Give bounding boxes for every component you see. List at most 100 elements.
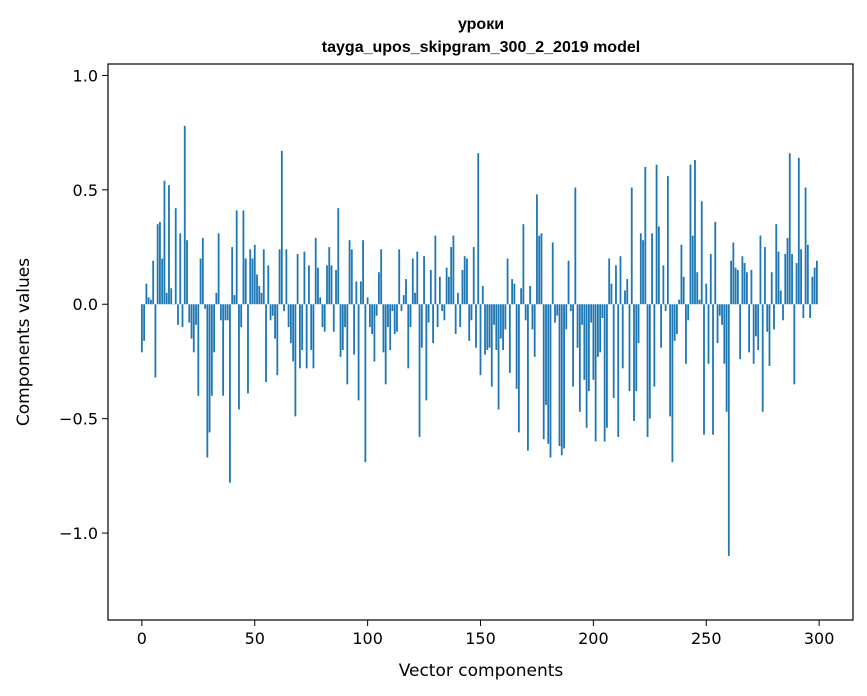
bar-105 [378, 272, 380, 305]
x-tick-label-300: 300 [804, 629, 835, 648]
bar-163 [508, 304, 511, 373]
bar-140 [457, 292, 459, 305]
bar-172 [529, 285, 532, 305]
bar-48 [249, 249, 252, 305]
bar-220 [637, 304, 640, 344]
bar-206 [606, 304, 608, 428]
bar-252 [709, 253, 712, 305]
bar-126 [425, 304, 428, 401]
bar-67 [292, 304, 295, 362]
bar-188 [565, 304, 568, 330]
bar-242 [687, 304, 690, 321]
bar-223 [644, 166, 647, 305]
bar-47 [247, 304, 249, 394]
bar-215 [626, 279, 629, 305]
bar-228 [655, 164, 658, 305]
bar-282 [777, 251, 780, 305]
bar-99 [364, 304, 367, 463]
bar-235 [671, 304, 674, 463]
bar-164 [511, 279, 514, 305]
x-tick-label-50: 50 [245, 629, 265, 648]
bar-187 [563, 304, 565, 449]
bar-207 [608, 258, 611, 305]
bar-119 [409, 304, 412, 328]
bar-173 [531, 304, 534, 330]
bar-118 [407, 304, 410, 369]
bar-159 [499, 304, 502, 339]
bar-225 [648, 304, 651, 419]
bar-27 [201, 237, 204, 305]
bar-108 [384, 304, 387, 385]
bar-262 [732, 242, 735, 305]
bar-133 [441, 304, 444, 312]
bar-193 [576, 304, 579, 348]
bar-4 [149, 299, 152, 305]
bar-109 [387, 304, 389, 328]
bar-132 [438, 276, 441, 305]
bar-192 [574, 187, 577, 305]
bar-238 [678, 299, 681, 305]
bar-219 [635, 304, 638, 392]
bar-275 [761, 304, 764, 412]
bar-102 [371, 304, 374, 334]
bar-37 [224, 304, 227, 321]
bar-292 [800, 249, 802, 305]
bar-278 [768, 304, 771, 367]
bar-155 [490, 304, 493, 387]
bar-248 [700, 201, 703, 305]
y-axis-ticks: 1.0 0.5 0.0 −0.5 −1.0 [59, 66, 108, 543]
bar-34 [217, 233, 220, 305]
bar-297 [811, 276, 814, 305]
bar-103 [373, 304, 376, 362]
bar-11 [165, 292, 168, 305]
bar-202 [596, 304, 599, 357]
x-tick-label-200: 200 [578, 629, 609, 648]
bar-61 [278, 249, 281, 305]
bar-205 [603, 304, 606, 442]
bar-232 [664, 304, 667, 312]
bar-33 [215, 292, 218, 305]
bar-221 [639, 233, 642, 305]
bar-0 [140, 304, 143, 353]
bar-9 [161, 258, 164, 305]
bar-95 [355, 281, 358, 305]
bar-203 [599, 304, 602, 353]
bar-156 [493, 304, 495, 325]
bar-171 [527, 304, 529, 451]
bar-214 [624, 290, 626, 305]
bar-229 [657, 226, 660, 305]
bar-series [140, 125, 818, 556]
bar-190 [569, 304, 572, 312]
bar-49 [251, 258, 254, 305]
bar-90 [344, 304, 346, 328]
bar-107 [382, 304, 385, 353]
bar-286 [786, 237, 789, 305]
chart-title: уроки [458, 16, 504, 33]
bar-208 [610, 283, 613, 305]
bar-244 [691, 235, 694, 305]
bar-174 [533, 304, 536, 357]
bar-110 [389, 304, 392, 351]
bar-267 [743, 263, 746, 305]
bar-71 [301, 304, 304, 351]
bar-19 [183, 125, 186, 305]
bar-176 [538, 235, 541, 305]
bar-290 [795, 263, 798, 305]
bar-144 [466, 258, 468, 305]
bar-104 [375, 304, 378, 316]
bar-82 [326, 265, 328, 305]
bar-183 [554, 304, 556, 323]
bar-213 [621, 304, 624, 369]
bar-135 [445, 267, 448, 305]
bar-195 [581, 304, 583, 325]
bar-154 [488, 304, 491, 348]
bar-270 [750, 269, 753, 305]
bar-299 [815, 260, 818, 305]
bar-254 [714, 221, 717, 305]
bar-240 [682, 276, 685, 305]
bar-69 [296, 253, 299, 305]
y-tick-label-2: 0.0 [73, 295, 98, 314]
bar-111 [391, 304, 394, 312]
bar-196 [583, 304, 586, 380]
bar-59 [274, 304, 276, 339]
